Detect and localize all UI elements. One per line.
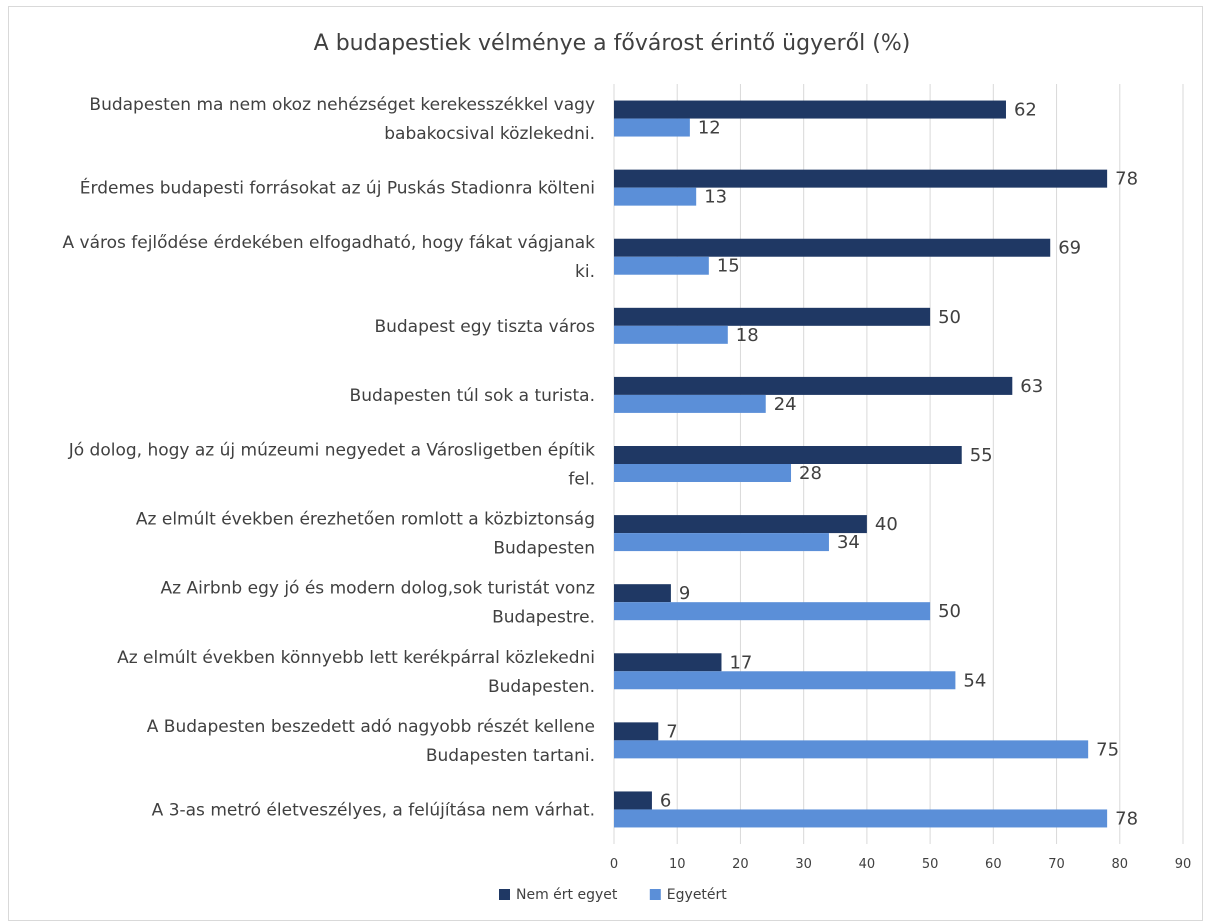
bar <box>614 100 1006 119</box>
legend-swatch <box>499 889 510 900</box>
x-tick-label: 30 <box>795 857 812 872</box>
bar <box>614 256 709 275</box>
bar <box>614 307 931 326</box>
category-labels: Budapesten ma nem okoz nehézséget kereke… <box>62 95 595 820</box>
data-label: 28 <box>799 463 822 484</box>
bars <box>614 100 1108 828</box>
category-label: A város fejlődése érdekében elfogadható,… <box>62 233 595 253</box>
data-label: 17 <box>729 652 752 673</box>
x-tick-label: 50 <box>922 857 939 872</box>
chart-title: A budapestiek vélménye a fővárost érintő… <box>314 31 911 56</box>
category-label: Az elmúlt években könnyebb lett kerékpár… <box>117 648 595 668</box>
x-tick-label: 90 <box>1175 857 1192 872</box>
bar <box>614 602 931 621</box>
bar <box>614 653 722 672</box>
x-tick-label: 60 <box>985 857 1002 872</box>
bar <box>614 533 829 552</box>
data-label: 6 <box>660 790 671 811</box>
data-label: 18 <box>736 325 759 346</box>
data-label: 78 <box>1115 169 1138 190</box>
data-label: 24 <box>774 394 797 415</box>
x-axis-ticks: 0 10 20 30 40 50 60 70 80 90 <box>610 857 1191 872</box>
category-label: A Budapesten beszedett adó nagyobb részé… <box>147 717 595 737</box>
data-label: 69 <box>1058 238 1081 259</box>
category-label: Jó dolog, hogy az új múzeumi negyedet a … <box>68 441 595 461</box>
category-label: Budapesten. <box>488 677 595 697</box>
data-label: 9 <box>679 583 690 604</box>
data-label: 7 <box>666 721 677 742</box>
x-tick-label: 10 <box>669 857 686 872</box>
data-label: 13 <box>704 187 727 208</box>
x-tick-label: 0 <box>610 857 618 872</box>
category-label: Az Airbnb egy jó és modern dolog,sok tur… <box>161 579 596 599</box>
bar <box>614 722 659 741</box>
bar <box>614 169 1108 188</box>
category-label: Az elmúlt években érezhetően romlott a k… <box>136 510 595 530</box>
data-label: 63 <box>1020 376 1043 397</box>
legend: Nem ért egyet Egyetért <box>499 887 727 903</box>
x-tick-label: 40 <box>859 857 876 872</box>
legend-swatch <box>649 889 661 900</box>
category-label: Budapesten túl sok a turista. <box>350 386 595 406</box>
bar <box>614 740 1089 759</box>
data-label: 75 <box>1096 739 1119 760</box>
category-label: fel. <box>568 470 595 490</box>
category-label: Budapesten <box>493 539 595 559</box>
bar <box>614 394 766 413</box>
legend-label: Egyetért <box>667 887 727 903</box>
category-label: Budapesten ma nem okoz nehézséget kereke… <box>89 95 595 115</box>
category-label: ki. <box>575 262 595 282</box>
bar <box>614 671 956 690</box>
bar <box>614 515 867 534</box>
bar <box>614 464 792 482</box>
bar <box>614 325 728 344</box>
category-label: Budapest egy tiszta város <box>374 317 595 337</box>
data-label: 54 <box>963 670 986 691</box>
data-label: 50 <box>938 307 961 328</box>
bar <box>614 446 962 464</box>
data-label: 55 <box>970 445 993 466</box>
bar-chart: A budapestiek vélménye a fővárost érintő… <box>62 31 1191 903</box>
category-label: A 3-as metró életveszélyes, a felújítása… <box>152 800 595 820</box>
bar <box>614 376 1013 395</box>
chart-frame: A budapestiek vélménye a fővárost érintő… <box>8 6 1203 921</box>
data-label: 40 <box>875 514 898 535</box>
bar <box>614 584 671 603</box>
bar <box>614 187 697 206</box>
x-tick-label: 70 <box>1048 857 1065 872</box>
data-label: 15 <box>717 256 740 277</box>
x-tick-label: 20 <box>732 857 749 872</box>
bar <box>614 791 652 810</box>
category-label: Budapesten tartani. <box>426 746 595 766</box>
category-label: Budapestre. <box>492 608 595 628</box>
bar <box>614 238 1051 257</box>
data-labels: 62 12 78 13 69 15 50 18 63 24 55 28 40 34 9 50 17 54 7 75 6 7… <box>660 100 1138 830</box>
data-label: 50 <box>938 601 961 622</box>
data-label: 12 <box>698 118 721 139</box>
data-label: 78 <box>1115 808 1138 829</box>
bar <box>614 118 690 137</box>
bar <box>614 809 1108 828</box>
x-tick-label: 80 <box>1112 857 1129 872</box>
category-label: Érdemes budapesti forrásokat az új Puská… <box>80 177 595 199</box>
legend-label: Nem ért egyet <box>516 887 618 903</box>
category-label: babakocsival közlekedni. <box>384 124 595 144</box>
data-label: 62 <box>1014 100 1037 121</box>
data-label: 34 <box>837 532 860 553</box>
